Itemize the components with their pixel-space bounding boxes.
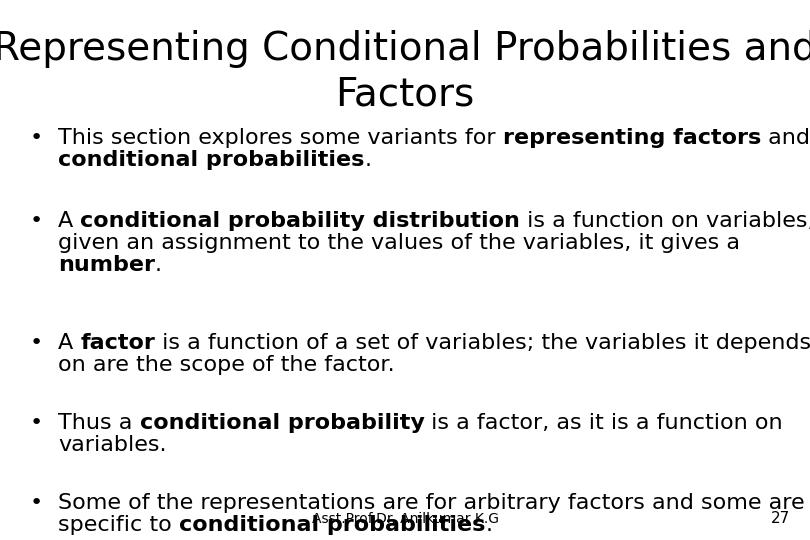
Text: Some of the representations are for arbitrary factors and some are: Some of the representations are for arbi… bbox=[58, 493, 804, 513]
Text: .: . bbox=[485, 515, 492, 535]
Text: representing factors: representing factors bbox=[503, 128, 761, 148]
Text: Thus a: Thus a bbox=[58, 413, 139, 433]
Text: and: and bbox=[761, 128, 810, 148]
Text: conditional probabilities: conditional probabilities bbox=[179, 515, 485, 535]
Text: A: A bbox=[58, 211, 80, 231]
Text: factor: factor bbox=[80, 333, 156, 353]
Text: specific to: specific to bbox=[58, 515, 179, 535]
Text: .: . bbox=[155, 255, 162, 275]
Text: .: . bbox=[364, 150, 371, 170]
Text: •: • bbox=[30, 333, 43, 353]
Text: is a function on variables;: is a function on variables; bbox=[520, 211, 810, 231]
Text: •: • bbox=[30, 211, 43, 231]
Text: Representing Conditional Probabilities and
Factors: Representing Conditional Probabilities a… bbox=[0, 30, 810, 113]
Text: •: • bbox=[30, 413, 43, 433]
Text: This section explores some variants for: This section explores some variants for bbox=[58, 128, 503, 148]
Text: given an assignment to the values of the variables, it gives a: given an assignment to the values of the… bbox=[58, 233, 740, 253]
Text: 27: 27 bbox=[771, 511, 790, 526]
Text: A: A bbox=[58, 333, 80, 353]
Text: •: • bbox=[30, 493, 43, 513]
Text: Asst.Prof.Dr. Anilkumar K.G: Asst.Prof.Dr. Anilkumar K.G bbox=[312, 512, 498, 526]
Text: is a function of a set of variables; the variables it depends: is a function of a set of variables; the… bbox=[156, 333, 810, 353]
Text: conditional probabilities: conditional probabilities bbox=[58, 150, 364, 170]
Text: variables.: variables. bbox=[58, 435, 167, 455]
Text: is a factor, as it is a function on: is a factor, as it is a function on bbox=[424, 413, 783, 433]
Text: conditional probability: conditional probability bbox=[139, 413, 424, 433]
Text: on are the scope of the factor.: on are the scope of the factor. bbox=[58, 355, 394, 375]
Text: number: number bbox=[58, 255, 155, 275]
Text: •: • bbox=[30, 128, 43, 148]
Text: conditional probability distribution: conditional probability distribution bbox=[80, 211, 520, 231]
